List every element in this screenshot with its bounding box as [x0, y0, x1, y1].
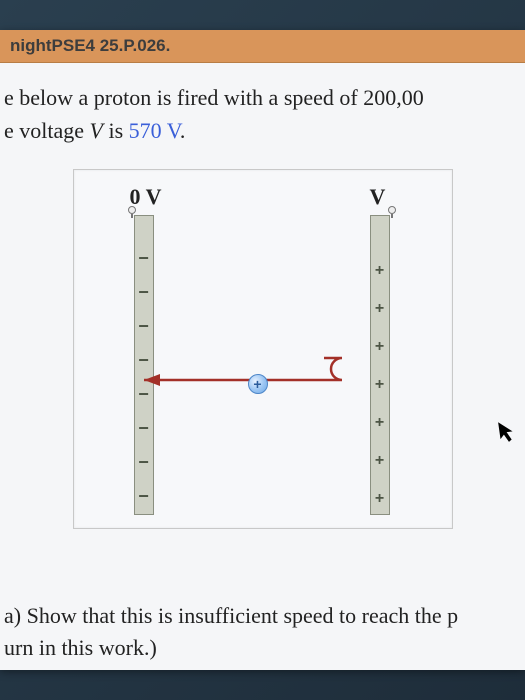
trajectory-svg [74, 170, 454, 530]
prompt-value: 570 V [129, 118, 180, 143]
plus-tick: + [370, 262, 390, 280]
problem-code-bar: nightPSE4 25.P.026. [0, 30, 525, 63]
minus-tick: − [134, 452, 154, 473]
proton-icon: + [248, 374, 268, 394]
footer-line2: urn in this work.) [4, 635, 157, 660]
figure-panel: 0 V V + −−−−−−−−+++++++ [73, 169, 453, 529]
minus-tick: − [134, 384, 154, 405]
prompt-var: V [90, 118, 103, 143]
minus-tick: − [134, 282, 154, 303]
plus-tick: + [370, 452, 390, 470]
prompt-text: e below a proton is fired with a speed o… [0, 63, 525, 159]
plus-tick: + [370, 300, 390, 318]
footer-text: a) Show that this is insufficient speed … [0, 600, 525, 664]
prompt-line2a: e voltage [4, 118, 90, 143]
trajectory-path [144, 358, 342, 380]
minus-tick: − [134, 316, 154, 337]
plus-tick: + [370, 376, 390, 394]
prompt-line2c: . [180, 118, 186, 143]
plus-tick: + [370, 338, 390, 356]
plus-tick: + [370, 414, 390, 432]
page-container: nightPSE4 25.P.026. e below a proton is … [0, 30, 525, 670]
footer-line1: a) Show that this is insufficient speed … [4, 603, 458, 628]
plus-tick: + [370, 490, 390, 508]
minus-tick: − [134, 350, 154, 371]
minus-tick: − [134, 418, 154, 439]
problem-code: nightPSE4 25.P.026. [10, 36, 170, 55]
prompt-line1: e below a proton is fired with a speed o… [4, 85, 424, 110]
minus-tick: − [134, 486, 154, 507]
minus-tick: − [134, 248, 154, 269]
prompt-line2b: is [103, 118, 129, 143]
